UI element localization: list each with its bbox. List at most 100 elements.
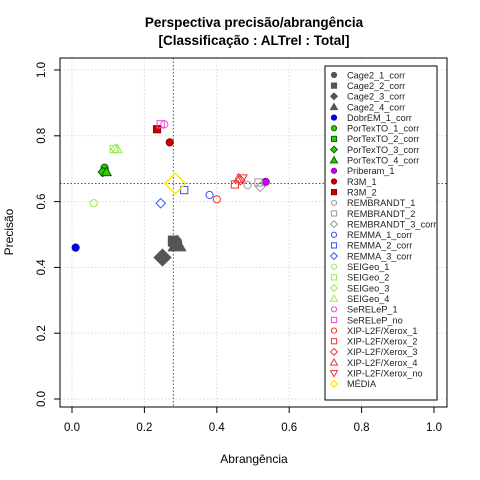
x-tick-label: 0.2 (136, 422, 152, 434)
legend-label: R3M_2 (347, 187, 377, 197)
plot-frame (59, 57, 448, 408)
data-point (71, 243, 80, 252)
x-tick-label: 0.0 (64, 422, 80, 434)
y-tick-label: 0.4 (36, 259, 48, 276)
y-tick-label: 0.8 (36, 128, 48, 144)
data-point (111, 143, 123, 154)
data-point (205, 190, 214, 200)
legend-label: SeRELeP_1 (347, 305, 398, 315)
legend-marker (330, 114, 338, 121)
legend-label: PorTexTO_4_corr (347, 156, 419, 166)
legend-label: PorTexTO_1_corr (347, 124, 419, 134)
legend-label: Cage2_3_corr (347, 92, 405, 102)
legend-label: R3M_1 (347, 177, 377, 187)
x-tick-label: 0.4 (209, 422, 226, 434)
data-points (71, 120, 270, 267)
legend-marker (329, 251, 339, 261)
data-point (167, 234, 187, 252)
legend-box (324, 65, 438, 401)
legend-label: SEIGeo_4 (347, 294, 389, 304)
legend-marker (330, 338, 338, 345)
legend-marker (330, 71, 338, 79)
legend-marker (329, 220, 339, 229)
data-point (180, 185, 189, 195)
legend-marker (330, 167, 338, 174)
legend-label: XIP-L2F/Xerox_4 (347, 358, 417, 368)
legend-marker (329, 102, 339, 111)
y-tick-label: 0.2 (36, 325, 48, 341)
legend-marker (330, 327, 338, 334)
x-axis-label: Abrangência (220, 452, 288, 466)
data-point (100, 166, 113, 177)
data-point (254, 181, 266, 193)
legend-label: SeRELeP_no (347, 315, 403, 325)
legend-label: REMBRANDT_2 (347, 209, 415, 219)
x-tick-label: 0.6 (281, 422, 297, 434)
legend-label: Cage2_2_corr (347, 81, 405, 91)
legend-label: PorTexTO_2_corr (347, 134, 419, 144)
legend-marker (330, 135, 338, 143)
legend-marker (330, 189, 338, 196)
legend-marker (329, 370, 339, 378)
legend-marker (330, 242, 338, 249)
y-tick-label: 0.0 (36, 391, 48, 407)
legend-label: XIP-L2F/Xerox_3 (347, 347, 417, 357)
data-point (153, 248, 172, 267)
y-axis-label: Precisão (2, 208, 16, 255)
legend-label: XIP-L2F/Xerox_1 (347, 326, 417, 336)
legend-marker (329, 347, 339, 356)
legend-marker (329, 283, 339, 293)
legend-label: Cage2_4_corr (347, 102, 405, 112)
legend-marker (329, 379, 339, 389)
data-point (234, 174, 246, 186)
y-tick-label: 1.0 (36, 62, 48, 78)
legend-label: REMBRANDT_3_corr (347, 219, 436, 229)
data-point (232, 172, 245, 183)
data-point (236, 174, 248, 185)
legend-marker (330, 274, 338, 281)
legend-marker (330, 231, 338, 238)
legend-label: Priberam_1 (347, 166, 395, 176)
legend-label: REMMA_3_corr (347, 251, 412, 261)
legend-marker (330, 306, 338, 313)
legend-marker (329, 294, 339, 302)
data-point (89, 199, 98, 208)
legend-label: MÉDIA (347, 379, 377, 389)
legend-marker (330, 125, 338, 132)
legend-label: SEIGeo_3 (347, 283, 389, 293)
y-tick-label: 0.6 (36, 194, 48, 210)
x-tick-label: 1.0 (426, 422, 442, 434)
legend-label: PorTexTO_3_corr (347, 145, 419, 155)
legend-label: SEIGeo_1 (347, 262, 389, 272)
legend-marker (329, 358, 339, 366)
legend-marker (329, 145, 339, 154)
legend-marker (330, 316, 338, 324)
legend-label: Cage2_1_corr (347, 70, 405, 80)
legend-marker (330, 210, 338, 217)
legend-label: REMBRANDT_1 (347, 198, 415, 208)
data-point (243, 181, 252, 190)
legend-marker (330, 178, 338, 185)
data-point (155, 197, 167, 209)
chart-subtitle: [Classificação : ALTrel : Total] (158, 33, 349, 48)
legend-label: XIP-L2F/Xerox_2 (347, 337, 417, 347)
data-point (156, 120, 165, 129)
x-tick-label: 0.8 (354, 422, 370, 434)
data-point (212, 195, 221, 204)
legend-marker (330, 199, 338, 206)
legend-label: DobrEM_1_corr (347, 113, 412, 123)
data-point (165, 138, 174, 147)
legend: Cage2_1_corrCage2_2_corrCage2_3_corrCage… (324, 65, 438, 401)
legend-marker (329, 155, 339, 164)
legend-label: REMMA_2_corr (347, 241, 412, 251)
axes: 0.0 0.2 0.4 0.6 0.8 1.0 0.0 0.2 0.4 0.6 0.8 1.0 (36, 62, 442, 434)
legend-label: REMMA_1_corr (347, 230, 412, 240)
legend-marker (329, 92, 339, 101)
legend-label: XIP-L2F/Xerox_no (347, 369, 423, 379)
chart-title: Perspectiva precisão/abrangência (145, 15, 364, 30)
legend-marker (330, 263, 338, 270)
data-point (163, 172, 187, 195)
data-point (254, 178, 263, 187)
legend-marker (330, 82, 338, 89)
